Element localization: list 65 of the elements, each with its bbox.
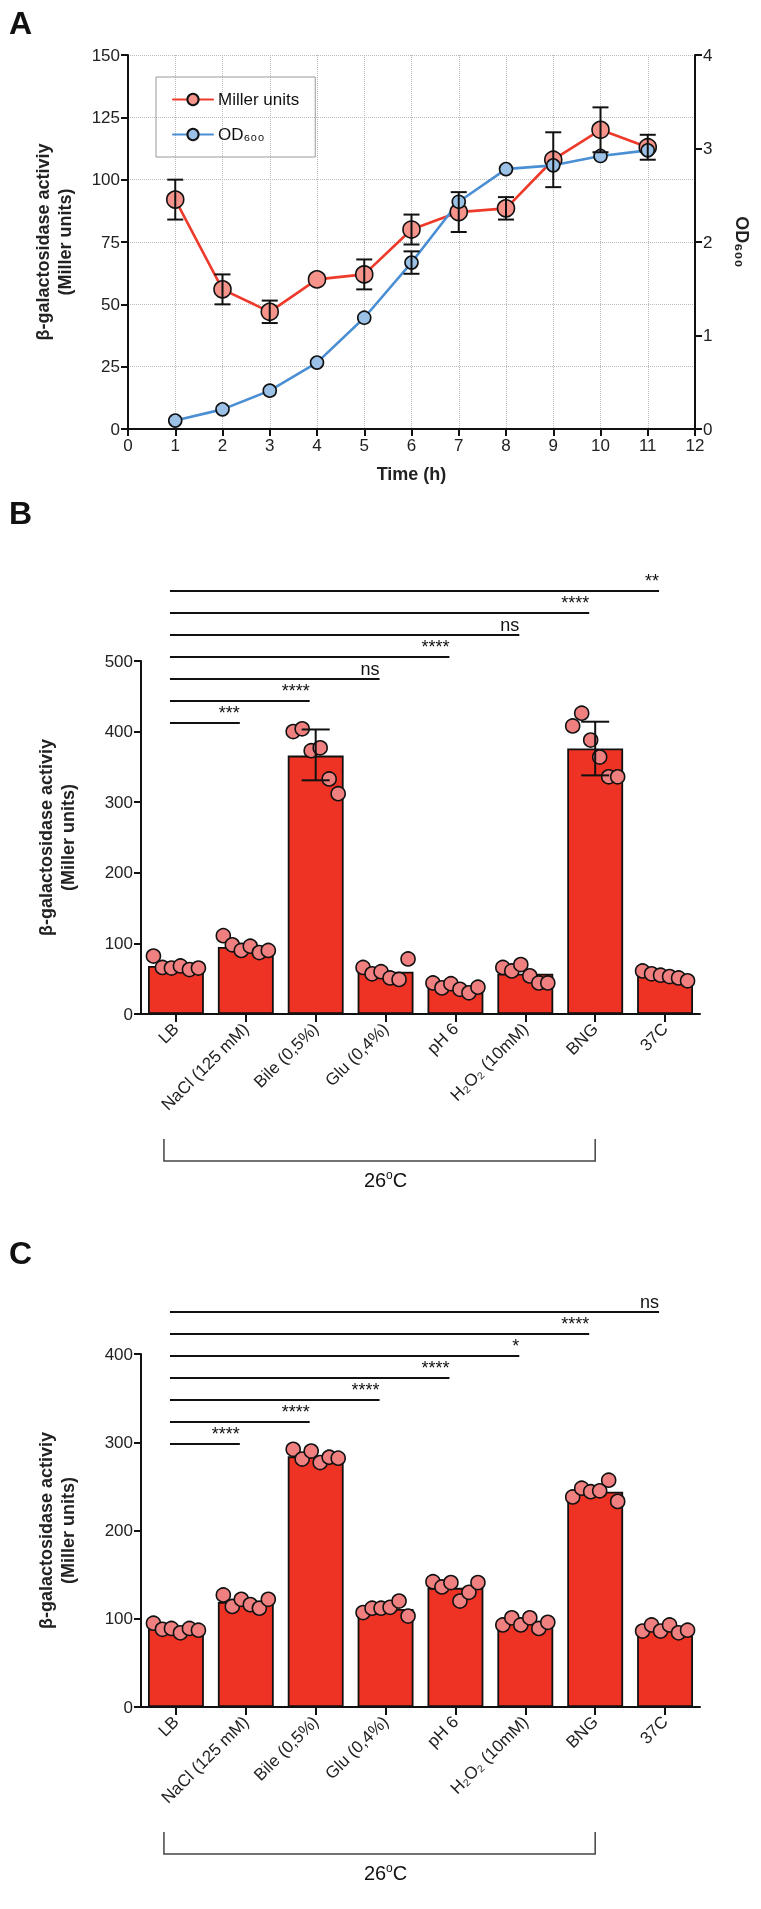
y-tick-label: 25 (101, 357, 120, 377)
y-tick-label: 200 (104, 1521, 133, 1540)
text: ns (500, 615, 520, 635)
y-axis-title: β-galactosidase activiy (Miller units) (36, 1431, 78, 1630)
y-tick-label: 125 (91, 107, 120, 127)
x-tick-label: pH 6 (423, 1712, 463, 1752)
y-tick-label: 50 (101, 294, 120, 314)
x-tick-label: LB (154, 1712, 183, 1741)
annotation: **** (281, 1402, 310, 1422)
text: **** (561, 593, 590, 613)
y2-axis-title: OD₆₀₀ (732, 216, 752, 268)
y-axis-title: β-galactosidase activiy (Miller units) (33, 143, 75, 341)
annotation: *** (218, 703, 240, 723)
y-tick-label: 75 (101, 232, 120, 252)
x-tick-label: 12 (685, 436, 705, 455)
y-tick-label: 400 (104, 722, 133, 742)
legend-label: OD₆₀₀ (218, 125, 265, 144)
y-tick-label: 400 (104, 1344, 133, 1364)
y-tick-label: 0 (123, 1004, 133, 1024)
annotation: **** (211, 1424, 240, 1444)
x-tick-label: 5 (359, 436, 369, 455)
x-axis-title: Time (h) (376, 464, 447, 484)
x-tick-label: 4 (312, 436, 322, 455)
annotation: **** (281, 681, 310, 701)
x-tick-label: 9 (548, 436, 558, 455)
annotation: **** (421, 1358, 450, 1378)
x-tick-label: 37C (636, 1019, 672, 1055)
text: ns (640, 1292, 660, 1312)
x-tick-label: 1 (170, 436, 180, 455)
text: **** (421, 637, 450, 657)
y-tick-label: 0 (110, 419, 120, 439)
x-tick-label: LB (154, 1019, 183, 1048)
chart-title: A (9, 5, 33, 41)
y2-tick-label: 2 (703, 232, 713, 252)
x-tick-label: pH 6 (423, 1019, 463, 1059)
x-tick-label: 7 (454, 436, 464, 455)
chart-title: C (9, 1235, 33, 1271)
y-tick-label: 0 (123, 1697, 133, 1717)
y-tick-label: 300 (104, 1432, 133, 1452)
y-tick-label: 500 (104, 651, 133, 671)
y2-tick-label: 0 (703, 419, 713, 439)
y-tick-label: 150 (91, 45, 120, 65)
x-tick-label: 11 (638, 436, 657, 455)
text: ** (645, 571, 660, 591)
x-tick-label: 10 (591, 436, 610, 455)
legend-label: Miller units (218, 90, 300, 109)
annotation: **** (351, 1380, 380, 1400)
y-tick-label: 100 (91, 170, 120, 190)
annotation: * (512, 1336, 520, 1356)
x-tick-label: 3 (265, 436, 275, 455)
y2-tick-label: 3 (703, 139, 713, 158)
y-tick-label: 300 (104, 792, 133, 812)
x-tick-label: 6 (406, 436, 417, 455)
y2-tick-label: 4 (703, 45, 713, 65)
y-tick-label: 200 (104, 863, 133, 883)
y-tick-label: 100 (104, 1609, 133, 1629)
x-tick-label: 37C (636, 1712, 672, 1748)
annotation: ns (360, 659, 380, 679)
x-tick-label: 2 (217, 436, 228, 455)
y-axis-title: β-galactosidase activiy (Miller units) (36, 738, 78, 937)
chart-title: B (9, 495, 33, 531)
text: **** (561, 1314, 590, 1334)
x-tick-label: 8 (501, 436, 511, 455)
y2-tick-label: 1 (703, 326, 713, 345)
y-tick-label: 100 (104, 933, 133, 953)
